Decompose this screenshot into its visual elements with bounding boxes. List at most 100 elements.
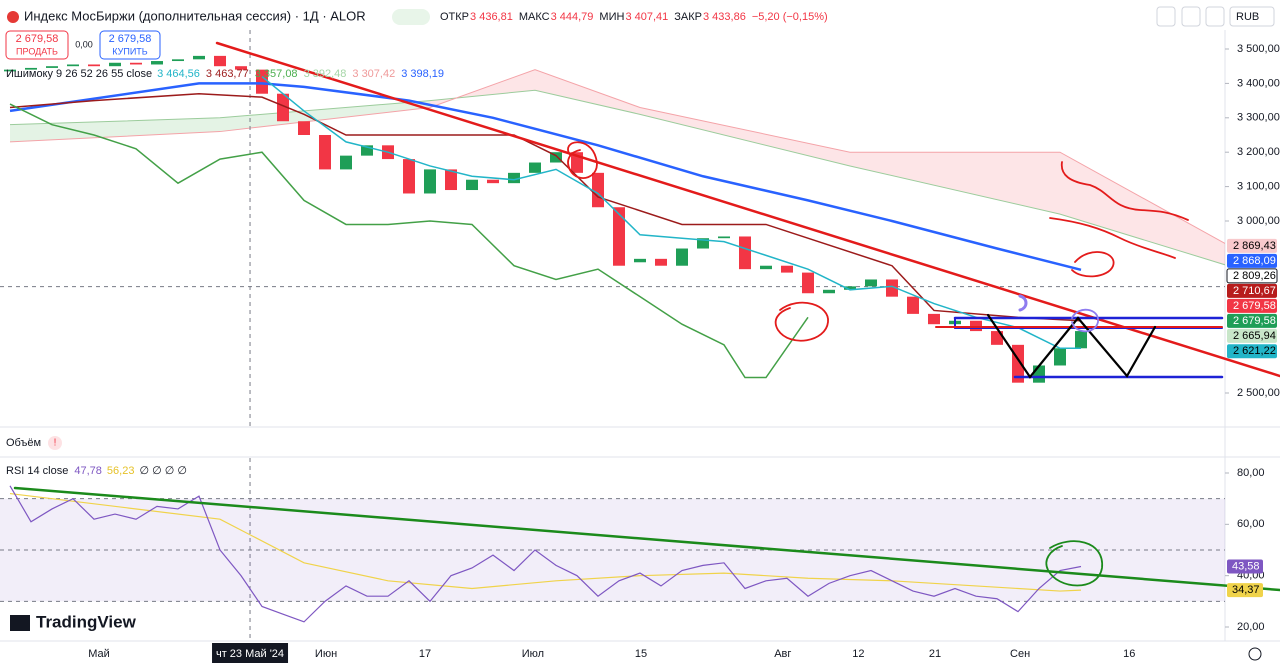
candle <box>907 296 919 314</box>
crosshair-time-bg <box>212 643 289 663</box>
rsi-tag <box>1227 583 1263 598</box>
y-tick-label: 20,00 <box>1237 621 1265 633</box>
candle <box>613 207 625 266</box>
price-tag <box>1227 253 1277 268</box>
rsi-tag-label: 43,58 <box>1232 560 1260 572</box>
buy-button[interactable] <box>99 30 161 60</box>
candle <box>445 169 457 191</box>
candle <box>130 62 142 65</box>
rsi-band <box>0 498 1225 602</box>
candle <box>865 279 877 287</box>
candle <box>802 272 814 294</box>
cloud-segment <box>1060 152 1225 265</box>
x-tick-label: 15 <box>635 648 647 660</box>
price-tag-label: 2 710,67 <box>1233 285 1276 297</box>
trendline <box>215 41 1280 378</box>
pane-value: 56,23 <box>107 465 135 477</box>
candle <box>718 236 730 239</box>
indicator-line <box>9 92 1082 322</box>
logo-text: TradingView <box>36 612 137 631</box>
top-bar: ! Индекс МосБиржи (дополнительная сессия… <box>5 6 1275 661</box>
cloud-segment <box>535 69 640 115</box>
x-tick-label: Июн <box>315 648 337 660</box>
candle <box>487 179 499 184</box>
spread: 0,00 <box>75 39 93 49</box>
price-tag-label: 2 665,94 <box>1233 330 1276 342</box>
buy-label: КУПИТЬ <box>112 46 147 56</box>
scribble <box>1060 161 1189 221</box>
candle <box>697 238 709 249</box>
candle <box>403 159 415 194</box>
candle <box>256 69 268 94</box>
candle <box>844 286 856 290</box>
candle <box>319 135 331 170</box>
indicator-line <box>9 82 1082 272</box>
ohlc-value: 3 433,86 <box>703 11 746 23</box>
sell-price: 2 679,58 <box>16 33 59 45</box>
sell-label: ПРОДАТЬ <box>16 46 58 56</box>
x-tick-label: 17 <box>419 648 431 660</box>
indicator-value: 3 357,08 <box>255 68 298 80</box>
candle <box>424 169 436 194</box>
settings-icon[interactable] <box>1248 647 1262 661</box>
candle <box>277 93 289 122</box>
candle <box>1054 348 1066 366</box>
button[interactable] <box>1181 6 1201 27</box>
candle <box>634 258 646 263</box>
candle <box>508 172 520 184</box>
price-tag-label: 2 868,09 <box>1233 255 1276 267</box>
currency-button[interactable] <box>1229 6 1275 27</box>
circle-mark <box>1045 540 1103 587</box>
candle <box>550 152 562 163</box>
candle <box>1075 331 1087 349</box>
candle <box>1033 365 1045 383</box>
button[interactable] <box>1205 6 1225 27</box>
buy-price: 2 679,58 <box>109 33 152 45</box>
currency-label: RUB <box>1236 11 1259 23</box>
button[interactable] <box>1156 6 1176 27</box>
candle <box>823 289 835 294</box>
price-tag-label: 2 679,58 <box>1233 300 1276 312</box>
candle <box>298 121 310 135</box>
x-tick-label: Май <box>88 648 110 660</box>
sell-button[interactable] <box>5 30 69 60</box>
candle <box>340 155 352 170</box>
price-tag <box>1226 268 1278 284</box>
indicator-value: 3 398,19 <box>401 68 444 80</box>
price-tag <box>1227 283 1277 298</box>
symbol-icon <box>7 11 19 23</box>
indicator-label: Ишимоку 9 26 52 26 55 close <box>6 68 152 80</box>
price-tag-label: 2 809,26 <box>1233 270 1276 282</box>
y-tick-label: 3 000,00 <box>1237 215 1280 227</box>
candle <box>46 66 58 68</box>
cloud-segment <box>640 107 850 166</box>
price-tag <box>1227 328 1277 343</box>
drawings <box>13 41 1280 592</box>
candle <box>760 265 772 270</box>
indicator-line <box>9 103 809 379</box>
candle <box>781 265 793 273</box>
rsi-tag-label: 34,37 <box>1232 584 1260 596</box>
arrow-mark <box>1018 294 1028 312</box>
indicator-value: 3 307,42 <box>352 68 395 80</box>
x-tick-label: 12 <box>852 648 864 660</box>
warning-icon: ! <box>54 438 57 449</box>
x-tick-label: Июл <box>522 648 544 660</box>
price-tag-label: 2 679,58 <box>1233 315 1276 327</box>
rsi-ma-line <box>9 492 1082 592</box>
candle <box>214 55 226 67</box>
w-pattern <box>986 313 1157 379</box>
circle-mark <box>1071 308 1099 333</box>
rsi-trendline <box>13 486 1280 592</box>
y-tick-label: 3 100,00 <box>1237 181 1280 193</box>
candle <box>886 279 898 297</box>
price-pane <box>0 30 1225 427</box>
y-tick-label: 2 500,00 <box>1237 387 1280 399</box>
cloud-line <box>9 69 1225 244</box>
x-tick-label: Авг <box>774 648 791 660</box>
indicator-value: 3 392,48 <box>304 68 347 80</box>
candle <box>172 59 184 62</box>
y-tick-label: 3 500,00 <box>1237 43 1280 55</box>
candle <box>529 162 541 173</box>
